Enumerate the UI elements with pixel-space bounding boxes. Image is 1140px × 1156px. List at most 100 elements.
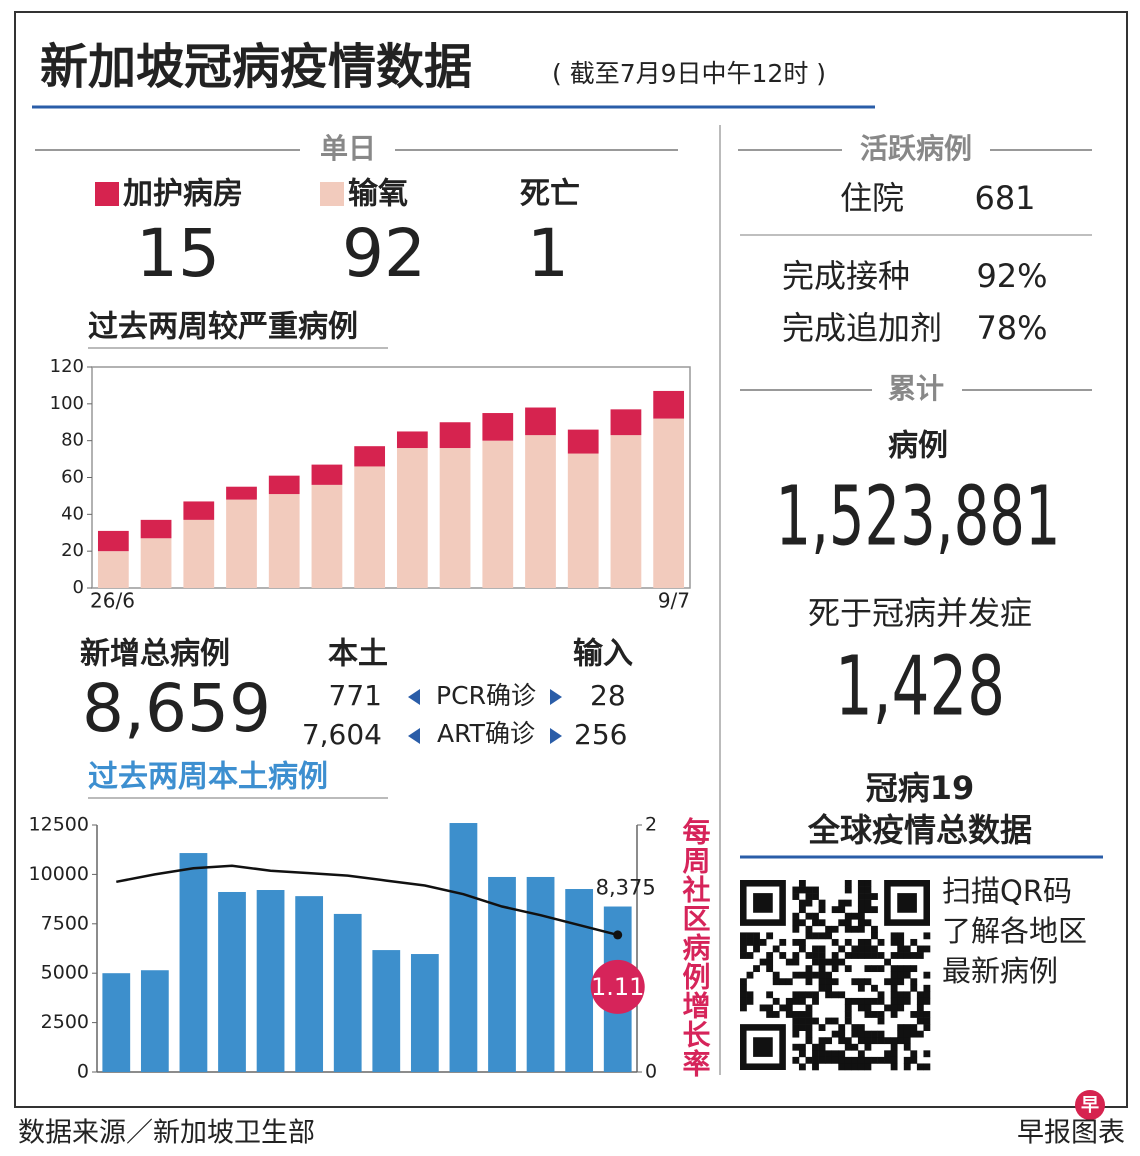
qr-module	[772, 971, 780, 979]
qr-module	[897, 978, 905, 986]
y-tick-label: 5000	[41, 962, 89, 984]
qr-module	[798, 1024, 806, 1031]
bar	[567, 453, 599, 588]
y-tick-label: 40	[61, 503, 84, 524]
qr-module	[910, 1030, 918, 1038]
bar	[354, 446, 386, 467]
stat-label: 冠病19	[866, 769, 975, 807]
qr-module	[838, 919, 846, 927]
qr-module	[753, 932, 760, 940]
qr-module	[864, 899, 872, 907]
stat-value: 92%	[976, 257, 1047, 295]
qr-module	[812, 1056, 819, 1064]
qr-module	[871, 893, 878, 900]
qr-module	[890, 932, 898, 940]
qr-module	[851, 978, 859, 986]
qr-module	[897, 952, 905, 959]
qr-module	[890, 1011, 898, 1018]
stat-value: 28	[590, 679, 626, 712]
stat-value: 681	[974, 179, 1035, 217]
qr-module	[792, 952, 800, 959]
qr-module	[785, 1011, 793, 1018]
qr-module	[857, 1004, 865, 1012]
qr-module	[851, 925, 859, 933]
bar	[482, 413, 514, 441]
qr-module	[877, 938, 885, 946]
qr-module	[923, 932, 931, 940]
qr-module	[857, 978, 865, 986]
qr-module	[871, 932, 878, 940]
qr-module	[766, 1011, 774, 1018]
qr-module	[838, 1024, 846, 1031]
qr-module	[864, 1030, 872, 1038]
qr-module	[831, 906, 839, 914]
qr-module	[871, 1056, 878, 1064]
stat-label: 完成追加剂	[782, 309, 942, 347]
qr-module	[884, 978, 891, 986]
qr-module	[844, 886, 852, 894]
qr-module	[818, 919, 826, 927]
bar	[226, 486, 257, 500]
qr-module	[818, 1050, 826, 1058]
qr-module	[798, 880, 806, 887]
qr-module	[831, 965, 839, 973]
logo-badge	[1075, 1090, 1105, 1120]
qr-module	[844, 1063, 852, 1071]
qr-module	[923, 991, 931, 999]
qr-module	[792, 912, 800, 920]
chart-title: 过去两周较严重病例	[88, 310, 358, 345]
bar	[183, 501, 215, 520]
qr-module	[864, 893, 872, 900]
y-tick-label: 12500	[29, 814, 89, 836]
y-tick-label: 100	[50, 393, 84, 414]
qr-module	[805, 1004, 813, 1012]
qr-module	[877, 1030, 885, 1038]
qr-module	[903, 991, 911, 999]
qr-module	[740, 932, 747, 940]
logo: 早	[1081, 1095, 1099, 1116]
y2-axis-label: 每周社区病例增长率	[679, 816, 712, 1078]
qr-module	[798, 1011, 806, 1018]
section-heading: 累计	[888, 372, 944, 405]
qr-module	[805, 925, 813, 933]
qr-module	[910, 978, 918, 986]
qr-module	[864, 1056, 872, 1064]
bar	[372, 950, 401, 1072]
bar	[482, 440, 514, 588]
qr-module	[897, 1024, 905, 1031]
qr-module	[844, 1004, 852, 1012]
qr-module	[766, 965, 774, 973]
qr-module	[851, 1063, 859, 1071]
qr-module	[798, 991, 806, 999]
qr-module	[792, 991, 800, 999]
qr-module	[864, 945, 872, 953]
qr-module	[871, 1037, 878, 1045]
qr-module	[903, 1024, 911, 1031]
legend-label: 加护病房	[123, 177, 243, 212]
qr-module	[766, 932, 774, 940]
bar	[179, 853, 208, 1072]
qr-module	[798, 1063, 806, 1071]
qr-finder	[753, 893, 773, 913]
qr-module	[746, 991, 754, 999]
qr-module	[831, 1017, 839, 1025]
title: 新加坡冠病疫情数据	[40, 39, 472, 95]
qr-module	[877, 997, 885, 1005]
qr-module	[897, 997, 905, 1005]
qr-module	[844, 965, 852, 973]
qr-module	[844, 952, 852, 959]
qr-module	[897, 938, 905, 946]
qr-module	[746, 952, 754, 959]
qr-module	[831, 925, 839, 933]
qr-module	[772, 997, 780, 1005]
qr-module	[844, 912, 852, 920]
section-heading: 活跃病例	[860, 132, 972, 165]
x-tick-label: 9/7	[658, 589, 690, 613]
qr-module	[890, 997, 898, 1005]
bar	[439, 448, 471, 588]
qr-module	[825, 1050, 833, 1058]
qr-module	[805, 893, 813, 900]
qr-module	[871, 906, 878, 914]
qr-module	[812, 971, 819, 979]
